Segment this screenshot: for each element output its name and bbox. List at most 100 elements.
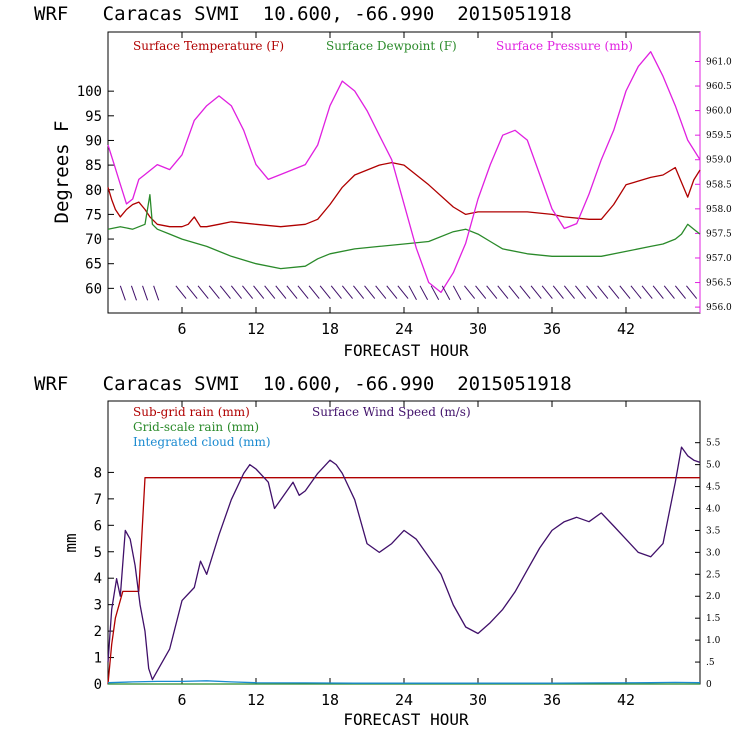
wind-barb <box>119 285 126 301</box>
y-tick-label: 95 <box>85 109 102 125</box>
wind-barb <box>464 285 476 299</box>
wind-barb <box>486 285 498 299</box>
y2-tick-label: 1.5 <box>706 614 721 624</box>
x-tick-label: 36 <box>543 320 561 338</box>
y2-tick-label: 0 <box>706 680 712 690</box>
legend-subgrid-rain: Sub-grid rain (mm) <box>133 405 250 419</box>
wind-barb <box>197 285 209 299</box>
wind-barb <box>330 285 342 299</box>
y2-tick-label: 2.0 <box>706 592 721 602</box>
y-tick-label: 5 <box>94 545 102 561</box>
wind-barb <box>497 285 509 299</box>
wind-barb <box>641 285 653 299</box>
wind-barb <box>242 285 254 299</box>
wind-barb <box>430 285 440 300</box>
y2-tick-label: 956.0 <box>706 303 732 313</box>
top-series-lines <box>107 51 701 294</box>
y-tick-label: 65 <box>85 257 102 273</box>
x-tick-label: 30 <box>469 320 487 338</box>
wind-barbs <box>119 285 698 301</box>
y2-tick-label: 957.5 <box>706 229 732 239</box>
wind-barb <box>153 285 160 301</box>
wind-barb <box>652 285 664 299</box>
dewpoint-line <box>107 194 701 270</box>
wind-barb <box>142 285 149 301</box>
y2-tick-label: 2.5 <box>706 570 721 580</box>
wind-barb <box>275 285 287 299</box>
y-tick-label: 90 <box>85 133 102 149</box>
wind-barb <box>608 285 620 299</box>
temperature-line <box>107 161 701 228</box>
x-tick-label: 42 <box>617 691 635 709</box>
y2-tick-label: 960.5 <box>706 82 732 92</box>
top-x-axis-label: FORECAST HOUR <box>343 341 469 360</box>
y2-tick-label: 4.0 <box>706 504 721 514</box>
y-tick-label: 8 <box>94 465 102 481</box>
wind-barb <box>297 285 309 299</box>
wind-barb <box>452 285 462 300</box>
bottom-x-axis-label: FORECAST HOUR <box>343 710 469 729</box>
legend-gridscale-rain: Grid-scale rain (mm) <box>133 420 259 434</box>
y-tick-label: 3 <box>94 598 102 614</box>
legend-pressure: Surface Pressure (mb) <box>496 39 633 53</box>
y2-tick-label: 5.5 <box>706 439 721 449</box>
y-tick-label: 70 <box>85 232 102 248</box>
y-tick-label: 100 <box>77 84 102 100</box>
wind-barb <box>619 285 631 299</box>
y2-tick-label: 958.5 <box>706 180 732 190</box>
x-tick-label: 6 <box>177 691 186 709</box>
wind-barb <box>397 285 409 299</box>
precipitation-panel: WRF Caracas SVMI 10.600, -66.990 2015051… <box>34 373 721 729</box>
wind-barb <box>686 285 698 299</box>
wind-barb <box>186 285 198 299</box>
wind-barb <box>563 285 575 299</box>
wind-barb <box>475 285 487 299</box>
wind-barb <box>552 285 564 299</box>
wind-barb <box>353 285 365 299</box>
y2-tick-label: 959.5 <box>706 131 732 141</box>
wind-barb <box>519 285 531 299</box>
y2-tick-label: 957.0 <box>706 254 732 264</box>
y-tick-label: 85 <box>85 158 102 174</box>
y-tick-label: 7 <box>94 492 102 508</box>
bottom-y2-ticks: 0 .5 1.0 1.5 2.0 2.5 3.0 3.5 4.0 4.5 5.0 5.5 <box>695 439 721 690</box>
top-x-ticks: 6 12 18 24 30 36 42 <box>177 32 635 338</box>
wind-barb <box>175 285 187 299</box>
wind-barb <box>386 285 398 299</box>
x-tick-label: 36 <box>543 691 561 709</box>
y2-tick-label: 3.0 <box>706 548 721 558</box>
x-tick-label: 18 <box>321 691 339 709</box>
top-panel-title: WRF Caracas SVMI 10.600, -66.990 2015051… <box>34 3 572 25</box>
y2-tick-label: 1.0 <box>706 636 721 646</box>
top-y2-ticks: 956.0 956.5 957.0 957.5 958.0 958.5 959.0 959.5… <box>695 57 732 313</box>
x-tick-label: 42 <box>617 320 635 338</box>
top-y-axis-label: Degrees F <box>51 121 73 224</box>
x-tick-label: 30 <box>469 691 487 709</box>
subgrid-rain-line <box>107 477 700 685</box>
legend-temperature: Surface Temperature (F) <box>133 39 284 53</box>
y-tick-label: 2 <box>94 624 102 640</box>
wind-barb <box>597 285 609 299</box>
bottom-series-lines <box>107 446 701 685</box>
wind-barb <box>419 285 429 300</box>
x-tick-label: 12 <box>247 320 265 338</box>
y-tick-label: 4 <box>94 571 102 587</box>
y2-tick-label: .5 <box>706 658 715 668</box>
bottom-y-ticks: 0 1 2 3 4 5 6 7 8 <box>94 465 114 693</box>
wind-barb <box>308 285 320 299</box>
wind-barb <box>208 285 220 299</box>
wind-barb <box>286 285 298 299</box>
wind-speed-line <box>107 446 701 681</box>
x-tick-label: 18 <box>321 320 339 338</box>
x-tick-label: 12 <box>247 691 265 709</box>
y2-tick-label: 3.5 <box>706 526 721 536</box>
bottom-y-axis-label: mm <box>61 533 80 552</box>
wind-barb <box>364 285 376 299</box>
y-tick-label: 60 <box>85 281 102 297</box>
wind-barb <box>541 285 553 299</box>
wind-barb <box>319 285 331 299</box>
wind-barb <box>630 285 642 299</box>
y-tick-label: 80 <box>85 183 102 199</box>
y2-tick-label: 961.0 <box>706 57 732 67</box>
